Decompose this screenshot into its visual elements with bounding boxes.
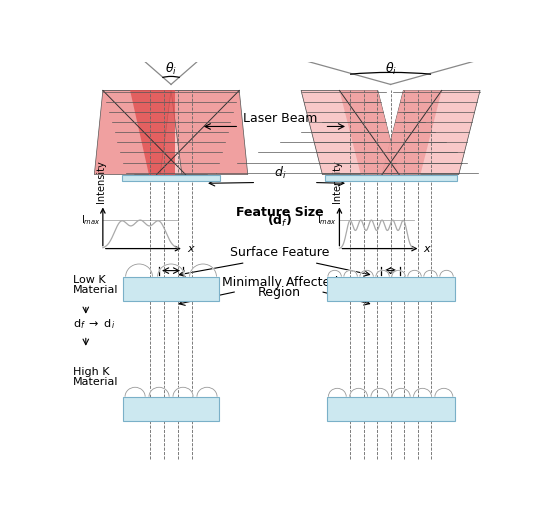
Text: $\theta_i$: $\theta_i$	[165, 61, 177, 77]
Polygon shape	[103, 90, 239, 175]
Text: Laser Beam: Laser Beam	[243, 112, 317, 125]
Bar	[123, 397, 219, 421]
Text: d$_f$ $\rightarrow$ d$_i$: d$_f$ $\rightarrow$ d$_i$	[73, 317, 116, 331]
Polygon shape	[339, 90, 399, 175]
Text: x: x	[187, 243, 194, 254]
Text: I$_{max}$: I$_{max}$	[81, 213, 101, 227]
Text: Material: Material	[73, 284, 118, 295]
Bar	[123, 277, 219, 301]
Bar	[122, 175, 220, 180]
Text: (d$_f$): (d$_f$)	[267, 213, 292, 229]
Bar	[324, 175, 456, 180]
Text: Region: Region	[258, 285, 301, 298]
Polygon shape	[95, 90, 171, 175]
Text: Surface Feature: Surface Feature	[230, 246, 329, 259]
Polygon shape	[382, 90, 442, 175]
Polygon shape	[301, 90, 399, 175]
Text: Intensity: Intensity	[96, 160, 106, 202]
Polygon shape	[130, 90, 175, 175]
Text: x: x	[424, 243, 430, 254]
Text: Material: Material	[73, 376, 118, 387]
Bar	[327, 397, 454, 421]
Polygon shape	[171, 90, 248, 175]
Text: d$_i$: d$_i$	[273, 165, 286, 181]
Text: Feature Size: Feature Size	[236, 205, 323, 218]
Text: $\theta_i$: $\theta_i$	[384, 61, 397, 77]
Text: Low K: Low K	[73, 275, 106, 284]
Polygon shape	[382, 90, 480, 175]
Text: Minimally Affected: Minimally Affected	[222, 276, 338, 289]
Text: High K: High K	[73, 367, 109, 376]
Bar	[327, 277, 454, 301]
Text: Intensity: Intensity	[332, 160, 342, 202]
Text: I$_{max}$: I$_{max}$	[317, 213, 337, 227]
